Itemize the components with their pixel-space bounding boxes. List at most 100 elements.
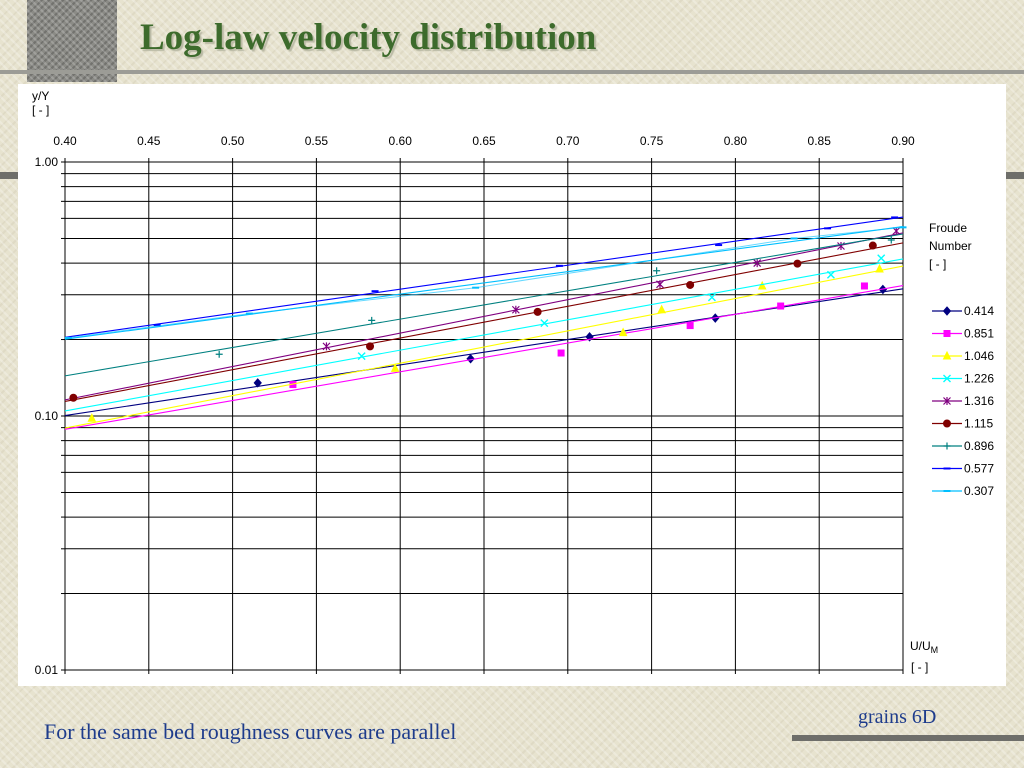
data-point-marker (942, 350, 952, 360)
trend-line (64, 232, 904, 401)
trend-line (64, 216, 904, 338)
x-tick-label: 0.40 (53, 134, 77, 148)
trend-line (64, 258, 904, 412)
trend-line (64, 242, 904, 402)
data-point-marker (943, 397, 951, 405)
data-point-marker (557, 349, 565, 357)
data-point-marker (87, 413, 97, 422)
data-point-marker (875, 263, 884, 273)
x-tick-label: 0.80 (724, 134, 748, 148)
corner-decoration-square (27, 0, 117, 82)
slide-note: grains 6D (858, 706, 937, 728)
data-point-marker (868, 241, 877, 250)
y-tick-label: 0.01 (35, 663, 59, 677)
x-tick-label: 0.65 (472, 134, 496, 148)
footer-divider (792, 735, 1024, 741)
data-point-marker (540, 319, 549, 328)
legend-label: 0.896 (964, 439, 994, 453)
x-axis-label: U/UM (910, 639, 938, 655)
data-point-marker (943, 374, 951, 383)
data-point-marker (390, 363, 400, 372)
legend-title: Froude (929, 221, 967, 235)
x-axis-units: [ - ] (911, 660, 928, 674)
legend-item-0.414: 0.414 (932, 304, 994, 318)
velocity-chart: 0.40 0.45 0.50 0.55 0.60 0.65 0.70 0.75 0.80 0.85… (32, 89, 994, 677)
right-edge-bar (1006, 172, 1024, 179)
y-axis-label: [ - ] (32, 103, 49, 117)
slide-title: Log-law velocity distribution (140, 17, 597, 58)
legend-label: 0.851 (964, 327, 994, 341)
legend-label: 0.414 (964, 304, 994, 318)
legend-label: 0.307 (964, 484, 994, 498)
data-point-marker (943, 419, 951, 428)
legend-item-0.307: 0.307 (932, 484, 994, 498)
legend-item-0.896: 0.896 (932, 439, 994, 453)
legend-item-1.226: 1.226 (932, 372, 994, 386)
data-point-marker (757, 280, 767, 290)
title-divider (0, 70, 1024, 74)
data-point-marker (533, 307, 542, 316)
series-1.115 (64, 241, 904, 402)
legend-item-0.577: 0.577 (932, 462, 994, 476)
data-point-marker (215, 350, 223, 358)
trend-line (64, 284, 904, 430)
series-1.226 (64, 254, 904, 412)
left-edge-bar (0, 172, 18, 179)
legend-item-1.316: 1.316 (932, 394, 994, 408)
slide-caption: For the same bed roughness curves are pa… (44, 719, 457, 744)
data-point-marker (466, 354, 475, 364)
x-tick-label: 0.45 (137, 134, 161, 148)
data-point-marker (877, 254, 886, 263)
legend-item-1.115: 1.115 (932, 417, 993, 431)
series-0.307 (64, 226, 907, 340)
x-tick-label: 0.50 (221, 134, 245, 148)
data-point-marker (686, 280, 695, 289)
y-tick-label: 0.10 (35, 409, 59, 423)
data-point-marker (253, 378, 262, 388)
legend-label: 0.577 (964, 462, 994, 476)
data-point-marker (511, 305, 520, 314)
data-point-marker (69, 393, 78, 402)
data-point-marker (887, 236, 895, 244)
legend-label: 1.316 (964, 394, 994, 408)
data-point-marker (368, 316, 376, 324)
x-tick-label: 0.85 (808, 134, 832, 148)
data-point-marker (707, 293, 716, 302)
x-tick-label: 0.55 (305, 134, 329, 148)
series-1.316 (64, 226, 904, 401)
legend-label: 1.226 (964, 372, 994, 386)
x-tick-label: 0.75 (640, 134, 664, 148)
data-point-marker (942, 306, 952, 316)
data-point-marker (366, 342, 375, 351)
data-point-marker (657, 304, 666, 314)
legend-item-1.046: 1.046 (932, 349, 994, 363)
trend-line (64, 233, 904, 377)
legend-label: 1.046 (964, 349, 994, 363)
data-point-marker (686, 322, 694, 330)
data-point-marker (753, 259, 762, 268)
legend-item-0.851: 0.851 (932, 327, 994, 341)
series-0.577 (64, 216, 904, 338)
data-point-marker (943, 330, 951, 337)
trend-line (64, 265, 904, 429)
data-point-marker (618, 327, 628, 337)
data-point-marker (860, 282, 868, 290)
data-point-marker (826, 270, 835, 279)
data-point-marker (793, 259, 802, 268)
data-point-marker (653, 267, 661, 275)
data-point-marker (943, 442, 951, 450)
x-tick-label: 0.60 (389, 134, 413, 148)
series-1.046 (64, 263, 904, 429)
series-line (64, 226, 904, 340)
chart-panel: 0.40 0.45 0.50 0.55 0.60 0.65 0.70 0.75 0.80 0.85… (18, 84, 1006, 686)
series-0.896 (64, 233, 904, 377)
data-point-marker (777, 302, 785, 310)
legend-label: 1.115 (964, 417, 993, 431)
legend-title: [ - ] (929, 257, 946, 271)
data-point-marker (656, 280, 664, 289)
x-tick-label: 0.70 (556, 134, 580, 148)
x-tick-label: 0.90 (891, 134, 915, 148)
data-point-marker (357, 352, 366, 361)
y-tick-label: 1.00 (35, 155, 59, 169)
legend-title: Number (929, 239, 972, 253)
